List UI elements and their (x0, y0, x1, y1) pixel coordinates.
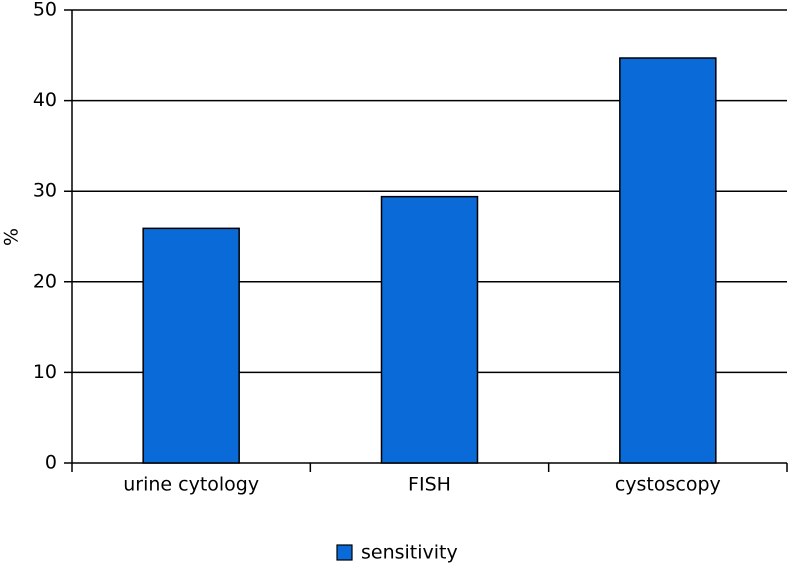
y-axis-label: % (1, 228, 23, 246)
y-tick-label: 20 (33, 270, 57, 292)
y-tick-label: 40 (33, 89, 57, 111)
bar (619, 57, 717, 464)
bar (380, 195, 479, 464)
legend-swatch (336, 544, 353, 561)
x-tick-label: urine cytology (123, 474, 259, 496)
legend-label: sensitivity (361, 542, 458, 564)
y-tick-label: 30 (33, 180, 57, 202)
x-tick-label: FISH (408, 474, 451, 496)
y-tick-label: 0 (45, 452, 57, 474)
x-tick-label: cystoscopy (615, 474, 721, 496)
bar (142, 227, 240, 464)
y-tick-label: 50 (33, 0, 57, 21)
y-tick-label: 10 (33, 361, 57, 383)
